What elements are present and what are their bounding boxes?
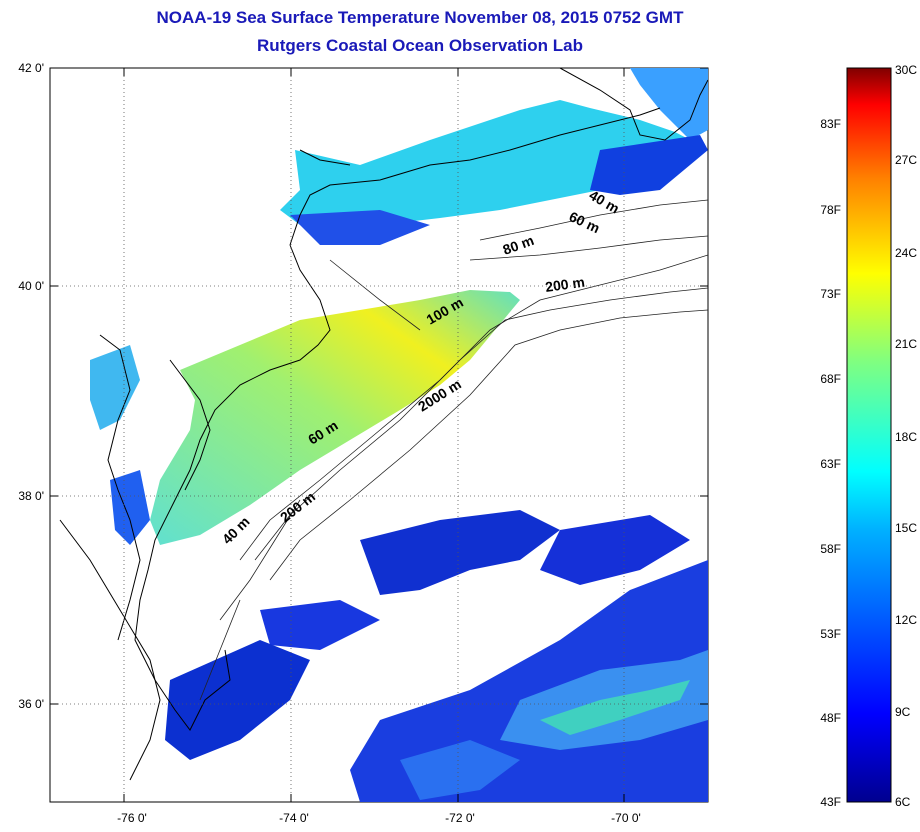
colorbar-c-label: 24C: [895, 246, 917, 260]
colorbar-f-label: 43F: [820, 795, 841, 809]
sst-patch-chesapeake: [90, 345, 140, 430]
colorbar-f-label: 63F: [820, 457, 841, 471]
map-title: NOAA-19 Sea Surface Temperature November…: [156, 8, 684, 27]
colorbar-c-label: 15C: [895, 521, 917, 535]
sst-patch-offshore-3: [260, 600, 380, 650]
lat-tick-label: 40 0': [18, 279, 44, 293]
map-gridlines: [50, 68, 708, 802]
lat-tick-label: 38 0': [18, 489, 44, 503]
coastline: [59, 68, 708, 781]
colorbar-f-label: 78F: [820, 203, 841, 217]
colorbar-c-label: 27C: [895, 153, 917, 167]
colorbar-f-label: 53F: [820, 627, 841, 641]
colorbar-fahrenheit-labels: 83F 78F 73F 68F 63F 58F 53F 48F 43F: [820, 117, 841, 809]
colorbar-c-label: 21C: [895, 337, 917, 351]
sst-patch-hatteras: [165, 640, 310, 760]
sst-patch-cold-ne: [590, 135, 708, 195]
temperature-colorbar: 83F 78F 73F 68F 63F 58F 53F 48F 43F 30C …: [820, 63, 917, 809]
colorbar-c-label: 9C: [895, 705, 911, 719]
sst-patch-offshore-1: [360, 510, 560, 595]
colorbar-c-label: 6C: [895, 795, 911, 809]
contour-label: 200 m: [544, 274, 586, 295]
colorbar-f-label: 68F: [820, 372, 841, 386]
sst-patch-shelf: [150, 290, 520, 545]
lat-tick-label: 42 0': [18, 61, 44, 75]
sst-patch-south-mid: [400, 740, 520, 800]
lon-axis-labels: -76 0' -74 0' -72 0' -70 0': [117, 811, 641, 825]
lon-tick-label: -72 0': [445, 811, 475, 825]
colorbar-c-label: 30C: [895, 63, 917, 77]
isobath-contours: [199, 199, 708, 701]
map-area: 40 m 60 m 80 m 200 m 100 m 60 m 2000 m 2…: [49, 67, 709, 803]
colorbar-f-label: 48F: [820, 711, 841, 725]
colorbar-f-label: 58F: [820, 542, 841, 556]
sst-patch-cold-nj-north: [290, 210, 430, 245]
colorbar-celsius-labels: 30C 27C 24C 21C 18C 15C 12C 9C 6C: [895, 63, 917, 809]
lon-tick-label: -70 0': [611, 811, 641, 825]
sst-patch-long-island: [280, 100, 700, 232]
sst-patch-gulf-of-maine: [630, 68, 708, 140]
colorbar-c-label: 18C: [895, 430, 917, 444]
colorbar-c-label: 12C: [895, 613, 917, 627]
sst-patch-offshore-2: [540, 515, 690, 585]
lat-tick-label: 36 0': [18, 697, 44, 711]
lon-tick-label: -74 0': [279, 811, 309, 825]
sst-patch-chesapeake-mouth: [110, 470, 150, 545]
sst-patch-south-warmest: [540, 680, 690, 735]
map-subtitle: Rutgers Coastal Ocean Observation Lab: [257, 36, 583, 55]
map-ticks: [50, 67, 708, 802]
lat-axis-labels: 42 0' 40 0' 38 0' 36 0': [18, 61, 44, 711]
lon-tick-label: -76 0': [117, 811, 147, 825]
colorbar-f-label: 83F: [820, 117, 841, 131]
colorbar-f-label: 73F: [820, 287, 841, 301]
